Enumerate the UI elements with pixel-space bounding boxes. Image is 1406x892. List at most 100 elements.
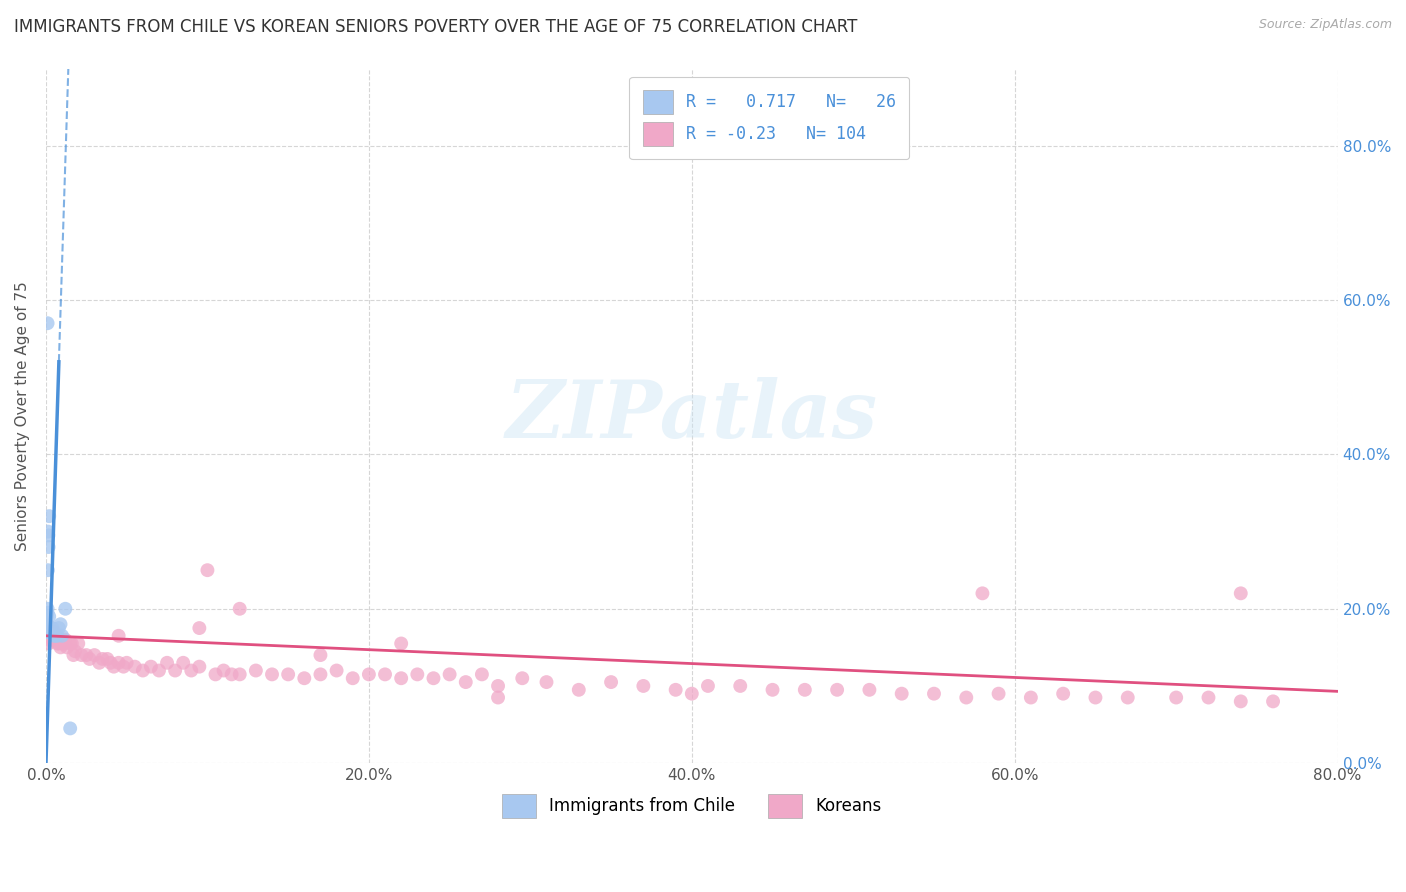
Point [245,664,267,678]
Point [75,648,97,662]
Point [53,601,76,615]
Point [59,722,82,736]
Point [35,621,58,635]
Point [37,528,59,542]
Point [51,632,73,647]
Point [96,652,118,666]
Point [51,629,73,643]
Point [357,667,380,681]
Point [221,667,243,681]
Point [1084,690,1107,705]
Point [681,687,703,701]
Point [83,648,105,662]
Point [825,682,848,697]
Point [42,629,65,643]
Point [633,679,655,693]
Point [107,629,129,643]
Point [67,636,90,650]
Point [188,621,211,635]
Point [38,509,60,524]
Point [39,621,62,635]
Point [439,667,461,681]
Point [59,636,82,650]
Point [325,664,347,678]
Point [37,606,59,620]
Y-axis label: Seniors Poverty Over the Age of 75: Seniors Poverty Over the Age of 75 [15,281,30,550]
Legend: Immigrants from Chile, Koreans: Immigrants from Chile, Koreans [496,788,889,824]
Text: Source: ZipAtlas.com: Source: ZipAtlas.com [1258,18,1392,31]
Point [37,624,59,639]
Point [41,621,63,635]
Point [53,632,76,647]
Point [35,624,58,639]
Point [1116,690,1139,705]
Point [188,659,211,673]
Point [100,656,122,670]
Point [91,652,114,666]
Point [987,687,1010,701]
Point [1019,690,1042,705]
Point [165,664,187,678]
Text: IMMIGRANTS FROM CHILE VS KOREAN SENIORS POVERTY OVER THE AGE OF 75 CORRELATION C: IMMIGRANTS FROM CHILE VS KOREAN SENIORS … [14,18,858,36]
Point [37,617,59,632]
Point [600,675,623,690]
Point [49,640,72,655]
Point [103,659,125,673]
Point [212,664,235,678]
Point [79,652,101,666]
Point [389,636,412,650]
Point [124,659,146,673]
Point [51,636,73,650]
Point [41,632,63,647]
Point [309,648,332,662]
Point [1052,687,1074,701]
Point [45,629,67,643]
Point [486,690,509,705]
Point [486,679,509,693]
Point [172,656,194,670]
Point [228,601,250,615]
Point [471,667,494,681]
Point [454,675,477,690]
Point [180,664,202,678]
Point [536,675,558,690]
Point [374,667,396,681]
Point [35,617,58,632]
Point [41,629,63,643]
Point [697,679,720,693]
Point [1229,586,1251,600]
Point [260,667,283,681]
Point [955,690,977,705]
Point [890,687,912,701]
Point [70,648,93,662]
Point [510,671,533,685]
Point [112,659,135,673]
Point [48,621,70,635]
Point [761,682,783,697]
Point [1229,694,1251,708]
Point [728,679,751,693]
Point [406,667,429,681]
Point [793,682,815,697]
Point [422,671,444,685]
Point [228,667,250,681]
Point [35,617,58,632]
Point [46,636,69,650]
Point [107,656,129,670]
Point [858,682,880,697]
Point [139,659,162,673]
Text: ZIPatlas: ZIPatlas [506,377,877,455]
Point [277,667,299,681]
Point [665,682,688,697]
Point [35,624,58,639]
Point [52,636,75,650]
Point [48,632,70,647]
Point [45,629,67,643]
Point [39,624,62,639]
Point [35,609,58,624]
Point [37,601,59,615]
Point [972,586,994,600]
Point [60,636,83,650]
Point [45,629,67,643]
Point [38,629,60,643]
